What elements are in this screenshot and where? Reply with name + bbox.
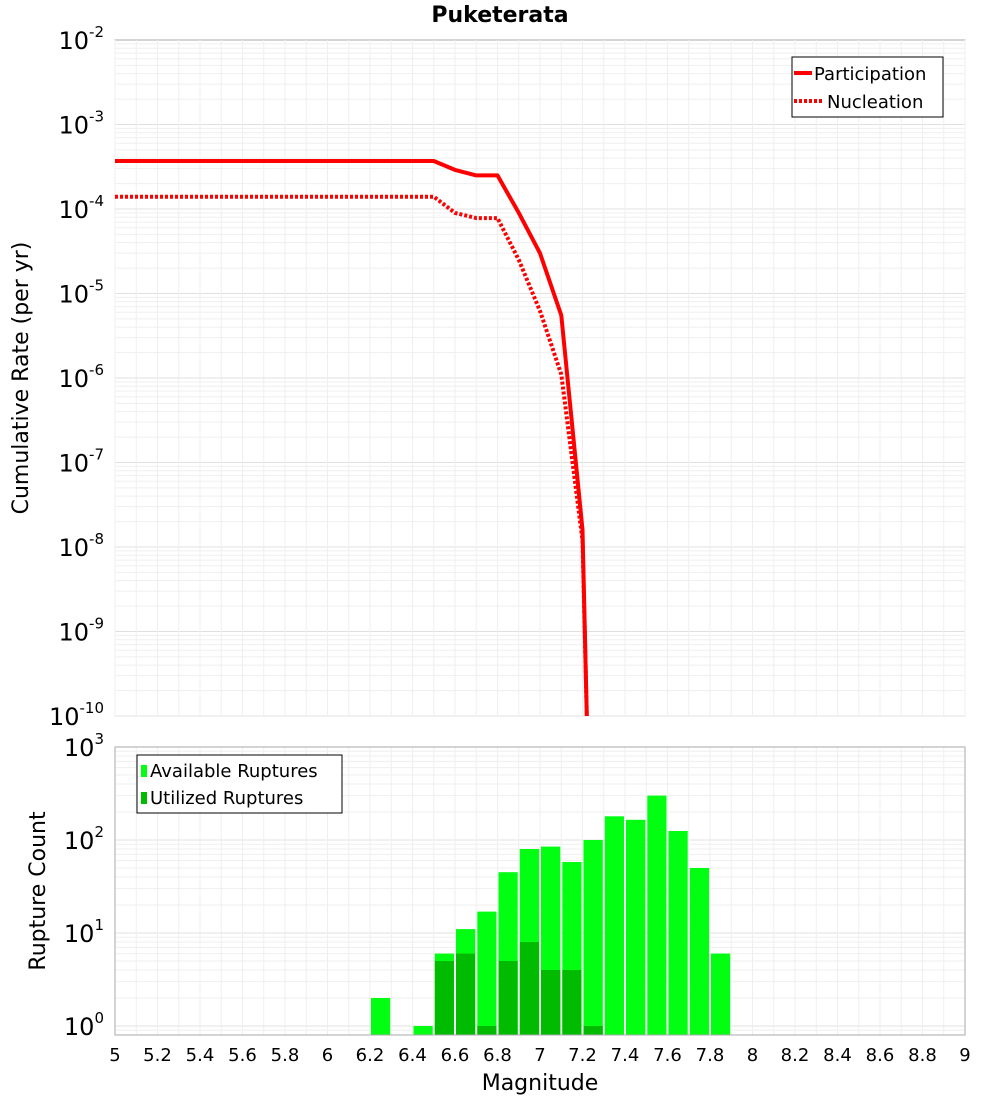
rate-y-tick-exponent: -2 — [89, 23, 104, 41]
rate-legend: Participation Nucleation — [791, 56, 944, 118]
available-ruptures-bar — [371, 998, 391, 1035]
rate-y-tick-label: 10-5 — [58, 277, 104, 309]
x-tick-label: 8 — [747, 1045, 758, 1066]
x-tick-label: 7.8 — [696, 1045, 725, 1066]
rate-y-tick-exponent: -5 — [89, 277, 104, 295]
x-tick-label: 8.8 — [908, 1045, 937, 1066]
rate-legend-box — [791, 56, 944, 118]
rate-y-tick-exponent: -4 — [89, 192, 104, 210]
rate-y-tick-exponent: -10 — [80, 699, 105, 717]
count-y-axis-label: Rupture Count — [26, 811, 51, 971]
series-nucleation-line — [115, 194, 589, 717]
utilized-ruptures-bar — [541, 970, 561, 1035]
rate-lines — [115, 159, 589, 717]
count-legend-box — [136, 754, 343, 814]
count-y-tick-exponent: 1 — [94, 916, 104, 934]
count-y-tick-exponent: 0 — [94, 1009, 104, 1027]
x-tick-label: 7.6 — [653, 1045, 682, 1066]
utilized-ruptures-bar — [498, 961, 518, 1035]
series-participation-line — [115, 159, 589, 717]
available-ruptures-bar — [413, 1026, 433, 1035]
count-y-tick-exponent: 2 — [94, 823, 104, 841]
count-bars — [371, 795, 731, 1035]
x-tick-label: 6 — [322, 1045, 333, 1066]
x-tick-label: 5.6 — [228, 1045, 257, 1066]
magnitude-x-ticks: 5 5.2 5.4 5.6 5.8 6 6.2 6.4 6.6 6.8 7 7.2 7.4 7.6 7.8 8… — [109, 1045, 970, 1066]
legend-available-swatch — [141, 765, 147, 777]
legend-utilized-swatch — [141, 792, 147, 804]
legend-utilized-label: Utilized Ruptures — [150, 788, 303, 809]
count-grid — [114, 747, 966, 1036]
available-ruptures-bar — [477, 911, 497, 1035]
count-plot-border — [114, 746, 966, 1036]
count-y-tick-exponent: 3 — [94, 730, 104, 748]
rate-y-tick-exponent: -9 — [89, 615, 104, 633]
x-tick-label: 7.4 — [611, 1045, 640, 1066]
x-tick-label: 5 — [109, 1045, 120, 1066]
available-ruptures-bar — [626, 819, 646, 1035]
magnitude-x-axis-label: Magnitude — [482, 1071, 599, 1096]
utilized-ruptures-bar — [583, 1026, 603, 1035]
x-tick-label: 6.4 — [398, 1045, 427, 1066]
count-legend: Available Ruptures Utilized Ruptures — [136, 754, 343, 814]
rate-grid — [114, 40, 966, 717]
utilized-ruptures-bar — [477, 1026, 497, 1035]
rate-y-tick-exponent: -3 — [89, 108, 104, 126]
x-tick-label: 8.2 — [781, 1045, 810, 1066]
x-tick-label: 9 — [959, 1045, 970, 1066]
x-tick-label: 6.2 — [356, 1045, 385, 1066]
x-tick-label: 5.8 — [271, 1045, 300, 1066]
rate-y-tick-exponent: -7 — [89, 446, 104, 464]
rate-y-tick-exponent: -8 — [89, 530, 104, 548]
rate-y-tick-exponent: -6 — [89, 361, 104, 379]
utilized-ruptures-bar — [434, 961, 454, 1035]
x-tick-label: 5.4 — [186, 1045, 215, 1066]
available-ruptures-bar — [689, 868, 710, 1035]
utilized-ruptures-bar — [456, 953, 476, 1035]
utilized-ruptures-bar — [519, 942, 540, 1035]
x-tick-label: 6.8 — [483, 1045, 512, 1066]
legend-participation-label: Participation — [814, 64, 926, 85]
legend-nucleation-label: Nucleation — [827, 92, 923, 113]
legend-available-label: Available Ruptures — [150, 761, 318, 782]
available-ruptures-bar — [604, 816, 624, 1035]
x-tick-label: 5.2 — [143, 1045, 172, 1066]
utilized-ruptures-bar — [562, 970, 582, 1035]
available-ruptures-bar — [583, 840, 603, 1035]
x-tick-label: 8.6 — [866, 1045, 895, 1066]
x-tick-label: 7.2 — [568, 1045, 597, 1066]
chart-title: Puketerata — [431, 3, 568, 28]
x-tick-label: 8.4 — [823, 1045, 852, 1066]
available-ruptures-bar — [711, 953, 731, 1035]
available-ruptures-bar — [668, 831, 688, 1035]
available-ruptures-bar — [647, 795, 667, 1035]
x-tick-label: 7 — [534, 1045, 545, 1066]
rate-y-axis-label: Cumulative Rate (per yr) — [9, 242, 34, 515]
x-tick-label: 6.6 — [441, 1045, 470, 1066]
